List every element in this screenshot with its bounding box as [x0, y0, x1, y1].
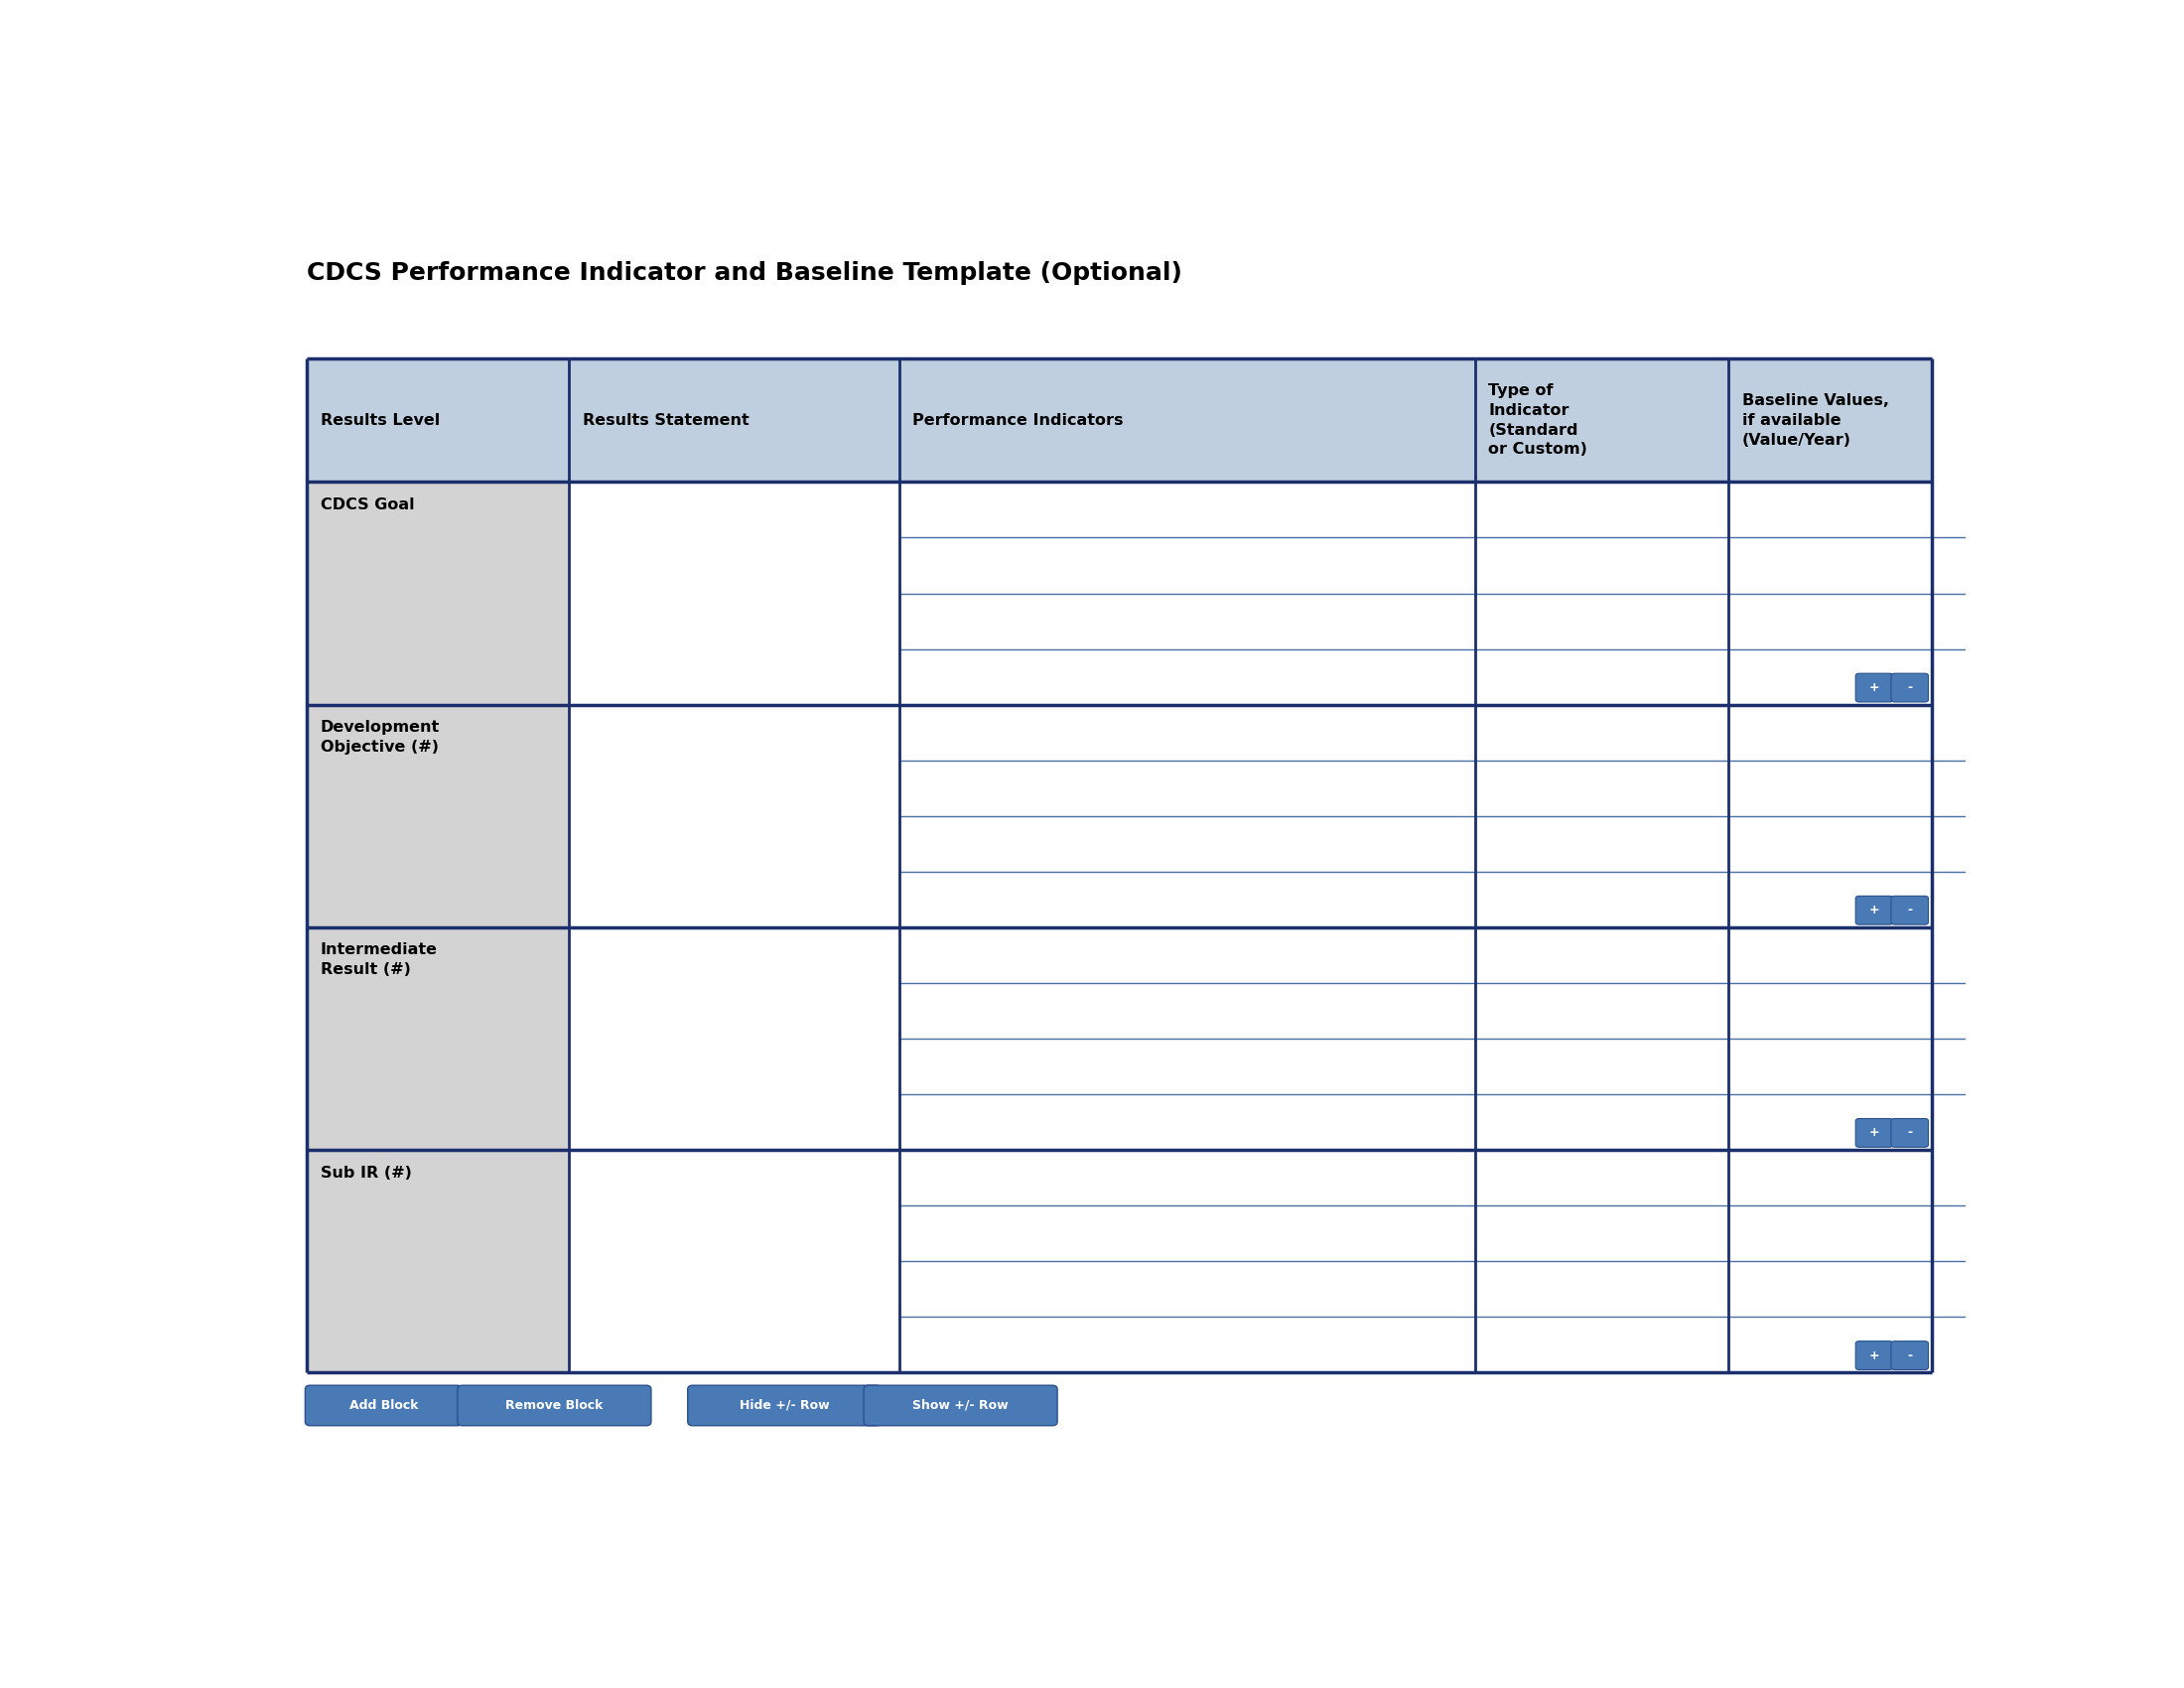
Text: -: - — [1907, 1126, 1913, 1139]
Text: Hide +/- Row: Hide +/- Row — [740, 1399, 830, 1411]
Text: -: - — [1907, 903, 1913, 917]
Bar — [900, 815, 1474, 871]
Text: -: - — [1907, 1349, 1913, 1362]
Bar — [900, 1094, 1474, 1150]
Text: Baseline Values,
if available
(Value/Year): Baseline Values, if available (Value/Yea… — [1743, 393, 1889, 447]
Bar — [1474, 1038, 1730, 1094]
Bar — [900, 1150, 1474, 1205]
Bar — [900, 1038, 1474, 1094]
Bar — [1730, 760, 1992, 815]
Text: +: + — [1870, 1126, 1880, 1139]
Bar — [1730, 483, 1992, 538]
Bar — [1730, 815, 1992, 871]
Text: Performance Indicators: Performance Indicators — [913, 414, 1125, 427]
Bar — [306, 358, 1933, 483]
Text: Add Block: Add Block — [349, 1399, 417, 1411]
FancyBboxPatch shape — [1891, 674, 1928, 702]
FancyBboxPatch shape — [688, 1386, 882, 1426]
Bar — [1730, 1205, 1992, 1261]
Bar — [1474, 1317, 1730, 1372]
FancyBboxPatch shape — [306, 1386, 463, 1426]
Bar — [1730, 1317, 1992, 1372]
Bar — [1730, 927, 1992, 982]
Bar — [1474, 982, 1730, 1038]
Bar — [1474, 483, 1730, 538]
Bar — [900, 1205, 1474, 1261]
Bar — [570, 704, 900, 927]
Text: +: + — [1870, 1349, 1880, 1362]
Bar — [1730, 592, 1992, 648]
Bar — [1474, 815, 1730, 871]
Bar — [1474, 927, 1730, 982]
Bar — [1474, 1205, 1730, 1261]
FancyBboxPatch shape — [456, 1386, 651, 1426]
Bar — [1474, 871, 1730, 927]
Bar — [570, 927, 900, 1150]
Bar — [1474, 1094, 1730, 1150]
Text: Results Statement: Results Statement — [583, 414, 749, 427]
Bar — [900, 1317, 1474, 1372]
Bar — [900, 982, 1474, 1038]
Bar — [1474, 1150, 1730, 1205]
Bar — [570, 1150, 900, 1372]
Text: Intermediate
Result (#): Intermediate Result (#) — [321, 944, 437, 977]
Text: CDCS Goal: CDCS Goal — [321, 498, 415, 513]
Bar — [900, 538, 1474, 592]
Text: Sub IR (#): Sub IR (#) — [321, 1165, 411, 1180]
FancyBboxPatch shape — [1856, 896, 1894, 925]
Bar — [1730, 648, 1992, 704]
Text: Show +/- Row: Show +/- Row — [913, 1399, 1009, 1411]
Bar — [900, 871, 1474, 927]
Text: +: + — [1870, 903, 1880, 917]
FancyBboxPatch shape — [1891, 896, 1928, 925]
Text: CDCS Performance Indicator and Baseline Template (Optional): CDCS Performance Indicator and Baseline … — [306, 262, 1182, 285]
Text: Remove Block: Remove Block — [505, 1399, 603, 1411]
Bar — [1730, 704, 1992, 760]
FancyBboxPatch shape — [1891, 1119, 1928, 1148]
FancyBboxPatch shape — [1856, 674, 1894, 702]
Text: Development
Objective (#): Development Objective (#) — [321, 721, 439, 755]
Bar — [900, 483, 1474, 538]
FancyBboxPatch shape — [1891, 1342, 1928, 1369]
Bar — [306, 927, 570, 1150]
Bar — [1474, 538, 1730, 592]
Bar — [306, 483, 570, 704]
Bar — [1474, 648, 1730, 704]
Bar — [1730, 871, 1992, 927]
Bar — [900, 760, 1474, 815]
Bar — [1474, 592, 1730, 648]
Bar — [306, 1150, 570, 1372]
Bar — [1730, 538, 1992, 592]
FancyBboxPatch shape — [1856, 1342, 1894, 1369]
Bar — [306, 704, 570, 927]
Bar — [1474, 1261, 1730, 1317]
Bar — [900, 592, 1474, 648]
Text: Results Level: Results Level — [321, 414, 439, 427]
Text: +: + — [1870, 682, 1880, 694]
Bar — [900, 927, 1474, 982]
Bar — [1730, 1150, 1992, 1205]
Bar — [1474, 760, 1730, 815]
FancyBboxPatch shape — [1856, 1119, 1894, 1148]
Text: -: - — [1907, 682, 1913, 694]
Bar — [1730, 982, 1992, 1038]
Bar — [1474, 704, 1730, 760]
Bar — [900, 1261, 1474, 1317]
Bar — [900, 704, 1474, 760]
Bar — [570, 483, 900, 704]
Bar — [1730, 1094, 1992, 1150]
Bar — [900, 648, 1474, 704]
Bar — [1730, 1038, 1992, 1094]
Bar — [1730, 1261, 1992, 1317]
Text: Type of
Indicator
(Standard
or Custom): Type of Indicator (Standard or Custom) — [1487, 383, 1588, 457]
FancyBboxPatch shape — [863, 1386, 1057, 1426]
